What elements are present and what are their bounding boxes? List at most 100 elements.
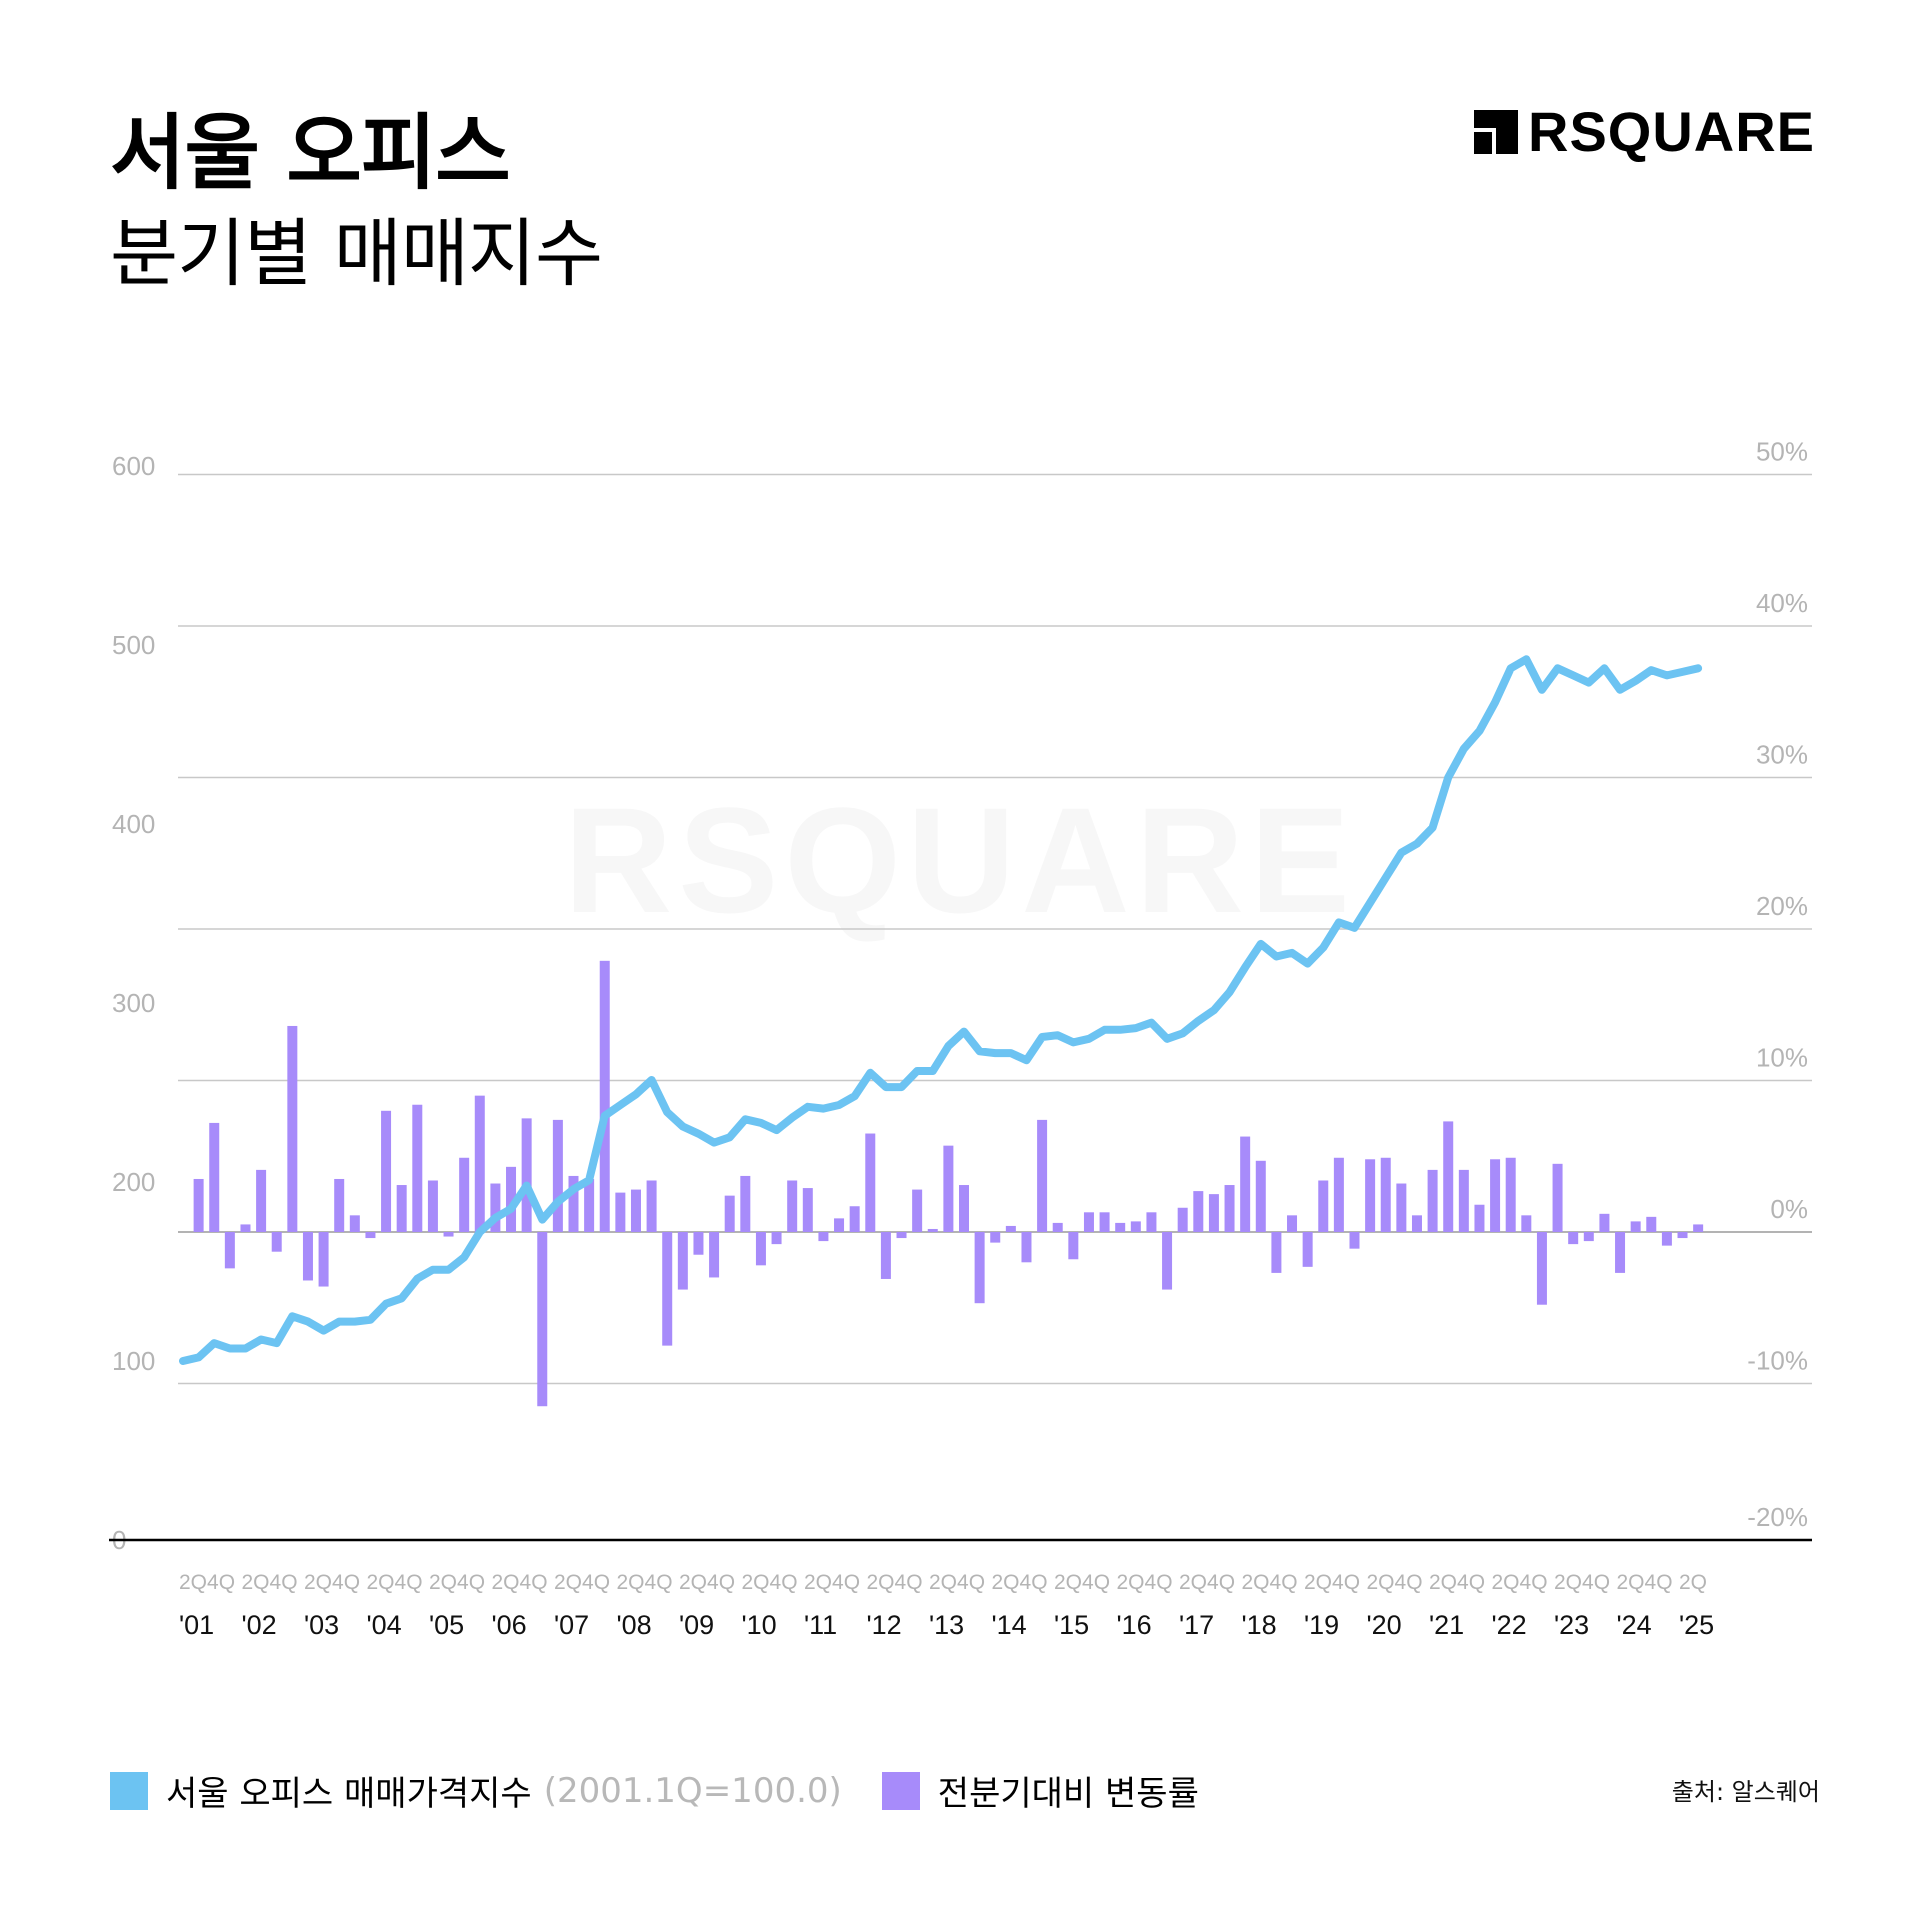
legend-item-price-index: 서울 오피스 매매가격지수 (2001.1Q=100.0) <box>110 1766 842 1815</box>
title-block: 서울 오피스 분기별 매매지수 <box>110 104 603 304</box>
bar <box>1146 1212 1157 1232</box>
x-quarter-tick-label: 2Q4Q <box>179 1571 235 1594</box>
bar <box>834 1218 845 1232</box>
x-quarter-tick-label: 2Q4Q <box>1242 1571 1298 1594</box>
bar <box>771 1232 782 1245</box>
bar <box>1318 1180 1329 1232</box>
bar <box>1693 1224 1704 1232</box>
bar <box>396 1185 407 1232</box>
x-year-label: '02 <box>242 1610 277 1640</box>
bar <box>740 1175 751 1232</box>
x-quarter-tick-label: 2Q4Q <box>492 1571 548 1594</box>
bar <box>990 1232 1001 1243</box>
bar <box>709 1232 720 1278</box>
x-year-label: '01 <box>179 1610 214 1640</box>
chart-subtitle: 분기별 매매지수 <box>110 211 603 297</box>
bar <box>193 1178 204 1232</box>
bar <box>1536 1232 1547 1305</box>
bar <box>1661 1232 1672 1246</box>
bar <box>271 1232 282 1252</box>
legend-note: (2001.1Q=100.0) <box>543 1770 842 1811</box>
legend-item-qoq-change: 전분기대비 변동률 <box>881 1766 1199 1815</box>
left-axis-tick-label: 200 <box>112 1167 155 1197</box>
bar <box>818 1232 829 1242</box>
bar <box>1552 1163 1563 1232</box>
bar <box>1365 1159 1376 1232</box>
x-quarter-tick-label: 2Q4Q <box>929 1571 985 1594</box>
rsquare-logo: RSQUARE <box>1474 104 1815 160</box>
bar <box>287 1025 298 1232</box>
bar <box>506 1166 517 1232</box>
right-axis-tick-label: 50% <box>1756 437 1808 467</box>
bar <box>584 1178 595 1232</box>
bar <box>943 1145 954 1232</box>
bar <box>1490 1159 1501 1232</box>
x-quarter-tick-label: 2Q4Q <box>304 1571 360 1594</box>
bar <box>787 1180 798 1232</box>
bar <box>240 1224 251 1232</box>
x-year-label: '09 <box>679 1610 714 1640</box>
x-quarter-tick-label: 2Q4Q <box>554 1571 610 1594</box>
bar <box>568 1175 579 1232</box>
right-axis-tick-label: 10% <box>1756 1043 1808 1073</box>
x-year-label: '15 <box>1054 1610 1089 1640</box>
x-year-label: '18 <box>1242 1610 1277 1640</box>
left-axis-tick-label: 600 <box>112 451 155 481</box>
x-year-label: '25 <box>1679 1610 1714 1640</box>
bar <box>256 1169 267 1232</box>
right-axis-tick-label: 40% <box>1756 588 1808 618</box>
bar <box>1037 1119 1048 1232</box>
bar <box>1271 1232 1282 1273</box>
bar <box>1287 1215 1298 1232</box>
bar <box>1443 1121 1454 1232</box>
x-year-label: '20 <box>1367 1610 1402 1640</box>
x-quarter-tick-label: 2Q4Q <box>867 1571 923 1594</box>
legend: 서울 오피스 매매가격지수 (2001.1Q=100.0) 전분기대비 변동률 <box>110 1766 1239 1815</box>
bar <box>1474 1204 1485 1232</box>
chart-area: RSQUARE-20%-10%0%10%20%30%40%50%01002003… <box>109 437 1812 1640</box>
bar <box>896 1232 907 1239</box>
x-year-label: '23 <box>1554 1610 1589 1640</box>
right-axis-tick-label: -10% <box>1747 1346 1808 1376</box>
x-quarter-tick-label: 2Q4Q <box>617 1571 673 1594</box>
x-quarter-tick-label: 2Q4Q <box>1054 1571 1110 1594</box>
right-axis-tick-label: 20% <box>1756 891 1808 921</box>
x-year-label: '12 <box>867 1610 902 1640</box>
bar <box>1411 1215 1422 1232</box>
bar <box>662 1232 673 1346</box>
bar <box>1208 1194 1219 1232</box>
bar <box>1568 1232 1579 1245</box>
bar <box>443 1232 454 1237</box>
bar <box>1021 1232 1032 1263</box>
x-year-label: '04 <box>367 1610 402 1640</box>
legend-label: 전분기대비 변동률 <box>937 1774 1199 1814</box>
bar <box>1130 1221 1141 1232</box>
x-quarter-tick-label: 2Q4Q <box>1179 1571 1235 1594</box>
x-quarter-tick-label: 2Q4Q <box>1367 1571 1423 1594</box>
x-quarter-tick-label: 2Q4Q <box>804 1571 860 1594</box>
bar <box>912 1189 923 1232</box>
bar <box>927 1228 938 1232</box>
bar <box>1380 1157 1391 1232</box>
bar <box>1068 1232 1079 1260</box>
line-series-swatch-icon <box>110 1771 148 1810</box>
bar <box>755 1232 766 1266</box>
left-axis-tick-label: 400 <box>112 809 155 839</box>
bar <box>537 1232 548 1407</box>
bar <box>1099 1212 1110 1232</box>
bar <box>521 1118 532 1232</box>
bar <box>1349 1232 1360 1249</box>
bar <box>880 1232 891 1279</box>
x-quarter-tick-label: 2Q4Q <box>1304 1571 1360 1594</box>
x-quarter-tick-label: 2Q4Q <box>242 1571 298 1594</box>
x-year-label: '16 <box>1117 1610 1152 1640</box>
x-year-label: '11 <box>804 1610 837 1640</box>
right-axis-tick-label: 0% <box>1770 1194 1808 1224</box>
bar <box>724 1195 735 1232</box>
right-axis-tick-label: 30% <box>1756 740 1808 770</box>
x-quarter-tick-label: 2Q4Q <box>1617 1571 1673 1594</box>
bar <box>974 1232 985 1304</box>
bar <box>1193 1191 1204 1232</box>
legend-label: 서울 오피스 매매가격지수 <box>166 1774 532 1814</box>
chart-title: 서울 오피스 <box>110 106 511 201</box>
